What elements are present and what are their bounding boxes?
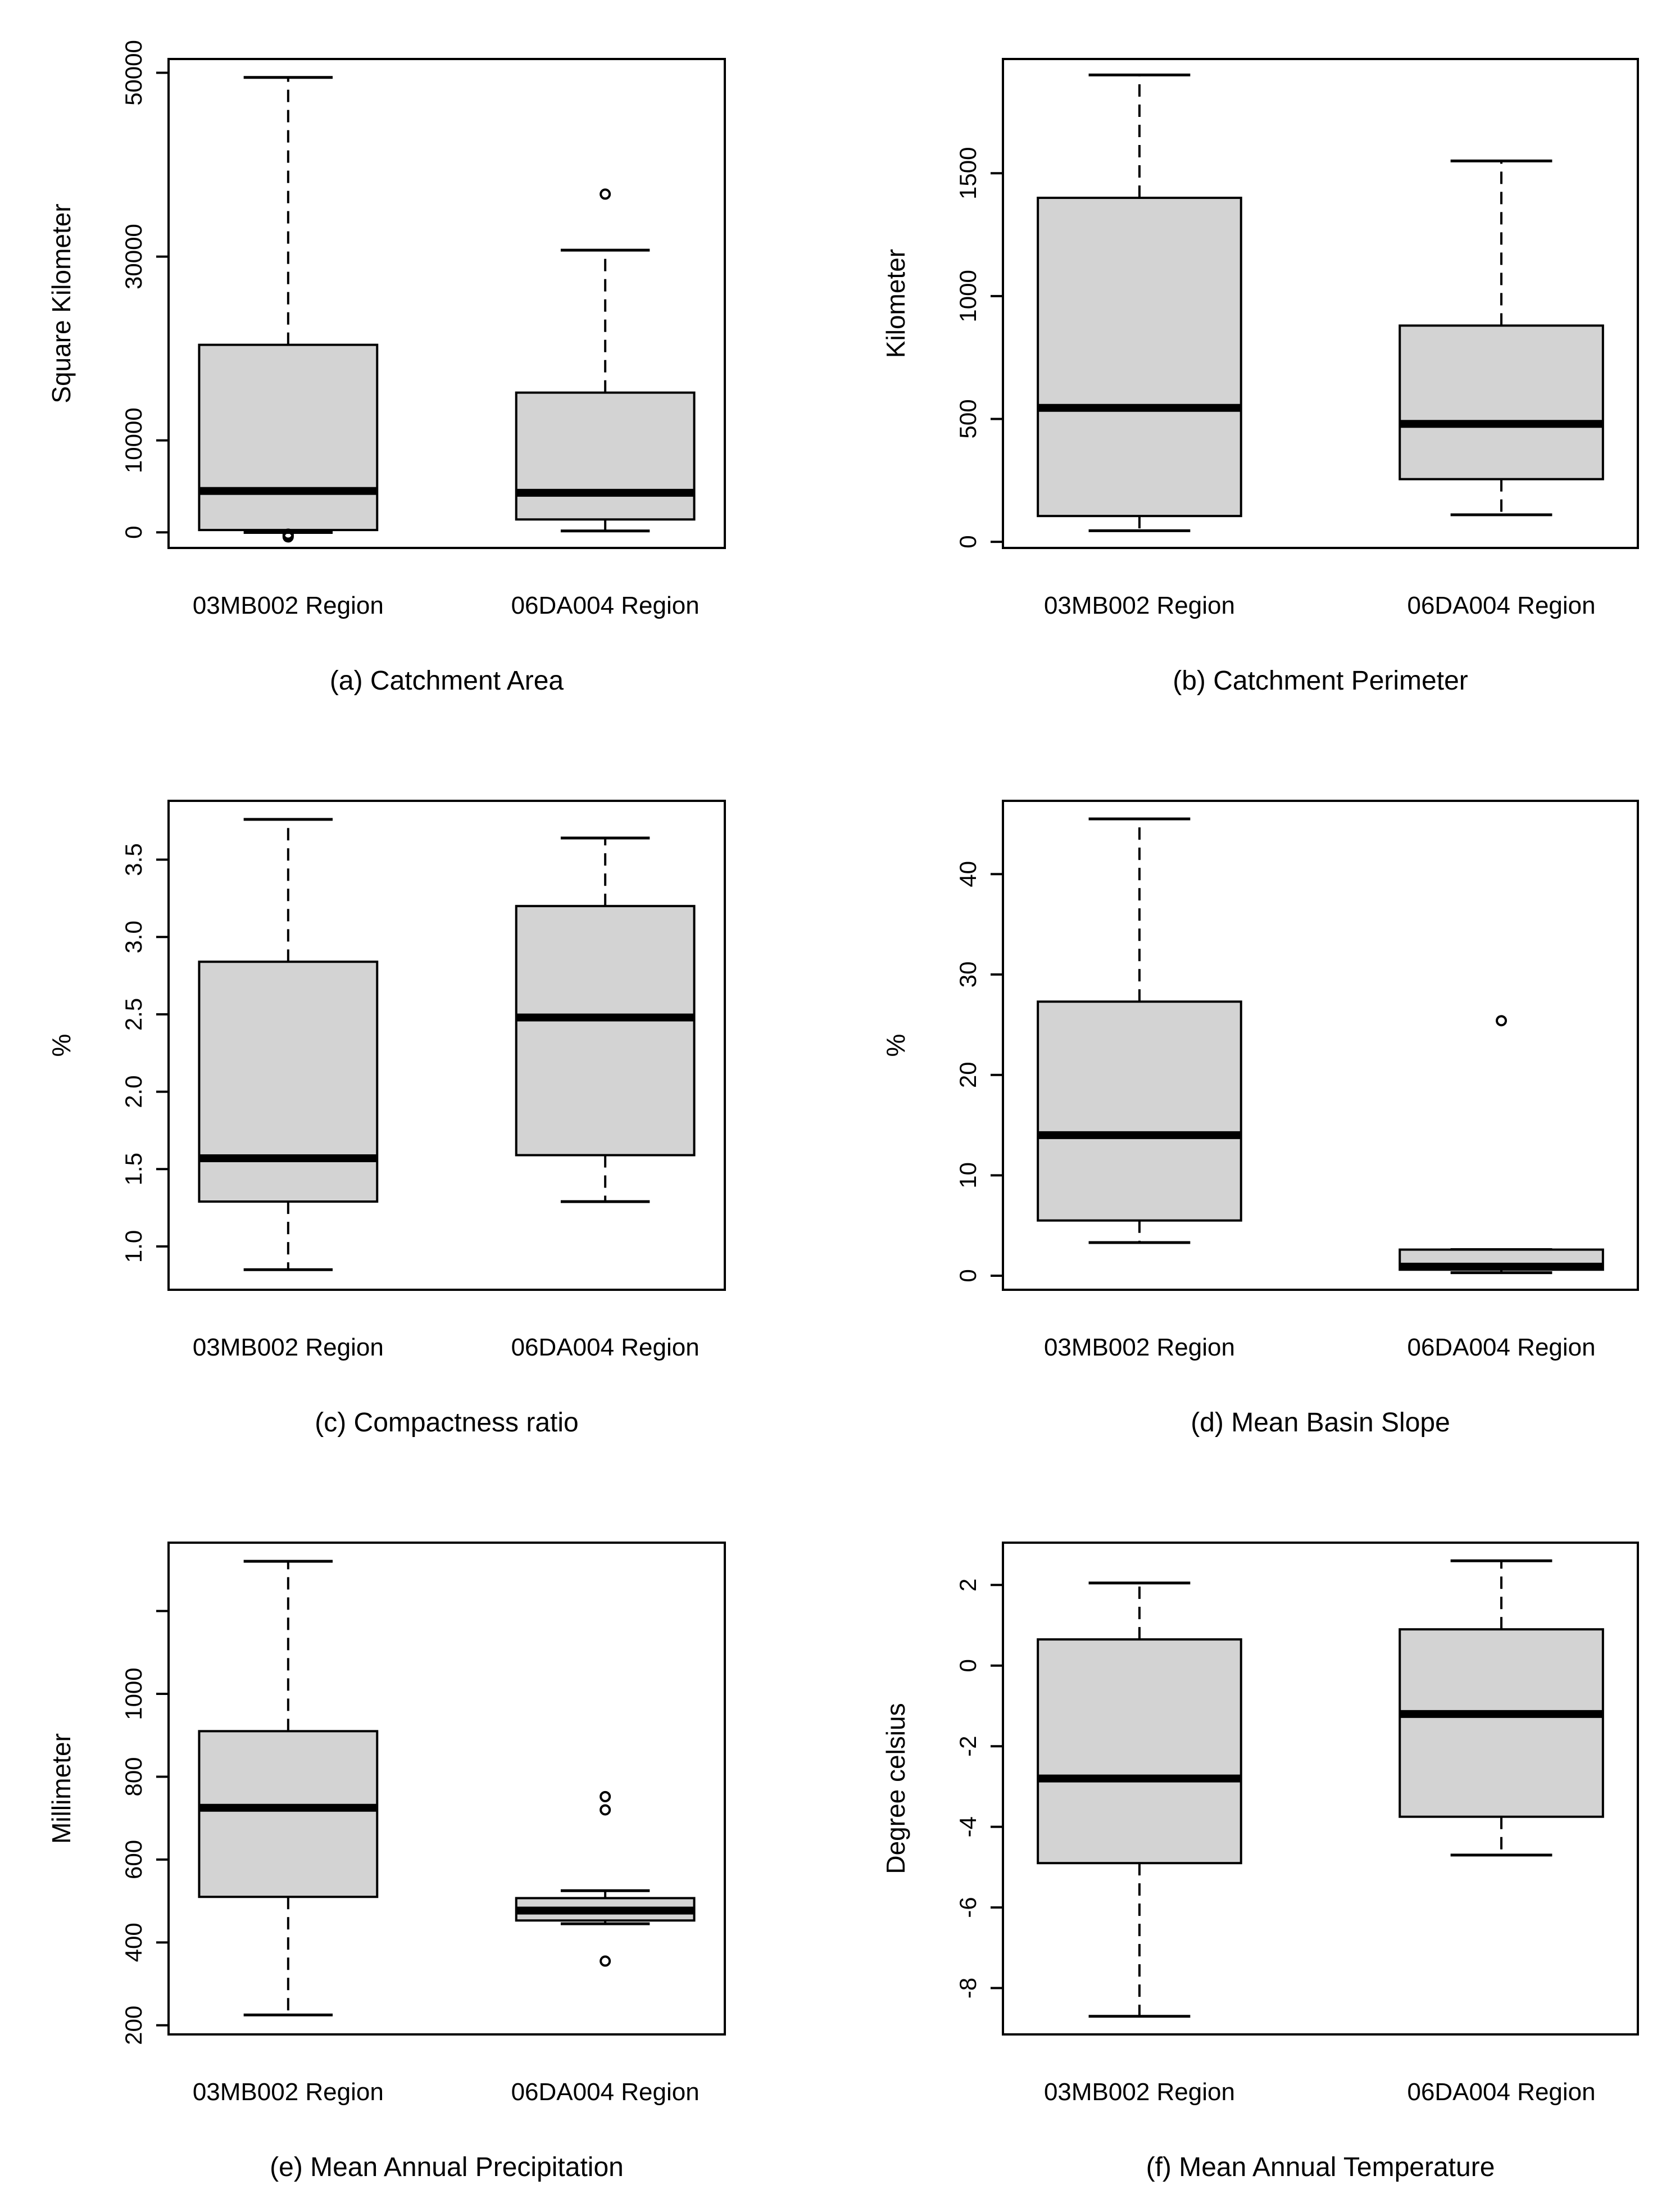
panel-caption: (f) Mean Annual Temperature <box>1146 2152 1495 2182</box>
x-category-label: 06DA004 Region <box>1407 1334 1595 1361</box>
box-1 <box>198 818 379 1271</box>
y-tick-label: 0 <box>120 526 147 539</box>
outlier-point <box>600 1955 611 1967</box>
y-tick-label: 30 <box>955 962 981 988</box>
x-category-label: 03MB002 Region <box>193 1334 384 1361</box>
interquartile-box <box>515 905 696 1157</box>
interquartile-box <box>1037 197 1242 518</box>
interquartile-box <box>198 1730 379 1898</box>
interquartile-box <box>198 960 379 1203</box>
y-tick-label: -8 <box>955 1978 981 1998</box>
y-axis-title: Millimeter <box>47 1733 76 1844</box>
x-category-label: 06DA004 Region <box>511 592 700 619</box>
y-tick-label: 400 <box>120 1923 147 1962</box>
chart-panel-1: 0 10000 30000 50000 Square Kilometer 03MB002 … <box>47 40 726 696</box>
y-tick-label: 1000 <box>120 1667 147 1720</box>
box-1 <box>198 76 379 543</box>
y-tick-label: 10 <box>955 1162 981 1189</box>
x-category-label: 03MB002 Region <box>1044 592 1235 619</box>
y-tick-label: 0 <box>955 535 981 548</box>
y-tick-label: 0 <box>955 1269 981 1282</box>
y-axis-title: Kilometer <box>881 249 910 358</box>
y-tick-label: -6 <box>955 1897 981 1918</box>
y-tick-label: 1.5 <box>120 1153 147 1185</box>
plot-frame <box>167 1542 726 2036</box>
y-axis-title: Degree celsius <box>881 1703 910 1874</box>
y-tick-label: 2 <box>955 1579 981 1592</box>
interquartile-box <box>1037 1638 1242 1865</box>
panel-caption: (d) Mean Basin Slope <box>1191 1408 1450 1438</box>
box-1 <box>1037 1581 1242 2018</box>
y-axis-title: % <box>881 1034 910 1057</box>
plot-frame <box>1002 58 1639 549</box>
plot-frame <box>1002 800 1639 1291</box>
outlier-point <box>600 1804 611 1816</box>
box-2 <box>1399 159 1604 516</box>
x-category-label: 03MB002 Region <box>1044 2078 1235 2106</box>
y-tick-label: 3.5 <box>120 843 147 876</box>
chart-panel-5: 200 400 600 800 1000 Millimeter 03MB002 Region… <box>47 1542 726 2182</box>
chart-panel-4: 0 10 20 30 40% 03MB002 Region 06DA004 Region (d… <box>881 800 1639 1438</box>
panel-caption: (b) Catchment Perimeter <box>1173 666 1468 696</box>
interquartile-box <box>1037 1000 1242 1222</box>
y-tick-label: 1.0 <box>120 1230 147 1263</box>
box-2 <box>515 1791 696 1967</box>
box-1 <box>1037 73 1242 532</box>
y-tick-label: 20 <box>955 1062 981 1088</box>
box-2 <box>515 836 696 1203</box>
outlier-point <box>1496 1015 1508 1027</box>
y-tick-label: 600 <box>120 1840 147 1879</box>
y-tick-label: 30000 <box>120 224 147 289</box>
box-2 <box>1399 1015 1604 1275</box>
y-tick-label: 3.0 <box>120 921 147 953</box>
panel-caption: (c) Compactness ratio <box>315 1408 578 1438</box>
x-category-label: 03MB002 Region <box>193 2078 384 2106</box>
plot-frame <box>1002 1542 1639 2036</box>
chart-panel-6: -8 -6 -4 -2 0 2 Degree celsius 03MB002 Region 06… <box>881 1542 1639 2182</box>
plot-frame <box>167 800 726 1291</box>
y-axis-title: % <box>47 1034 76 1057</box>
interquartile-box <box>515 391 696 521</box>
y-axis-title: Square Kilometer <box>47 203 76 403</box>
panel-caption: (e) Mean Annual Precipitation <box>270 2152 624 2182</box>
x-category-label: 03MB002 Region <box>1044 1334 1235 1361</box>
y-tick-label: 10000 <box>120 407 147 473</box>
y-tick-label: 0 <box>955 1659 981 1672</box>
y-tick-label: 200 <box>120 2006 147 2045</box>
outlier-point <box>282 531 294 543</box>
y-tick-label: 1000 <box>955 270 981 322</box>
chart-panel-3: 1.0 1.5 2.0 2.5 3.0 3.5% 03MB002 Region 06DA004… <box>47 800 726 1438</box>
x-category-label: 06DA004 Region <box>1407 592 1595 619</box>
x-category-label: 06DA004 Region <box>511 2078 700 2106</box>
y-tick-label: 2.0 <box>120 1075 147 1108</box>
panel-caption: (a) Catchment Area <box>330 666 564 696</box>
outlier-point <box>600 188 611 200</box>
x-category-label: 06DA004 Region <box>511 1334 700 1361</box>
plot-frame <box>167 58 726 549</box>
y-tick-label: 50000 <box>120 40 147 106</box>
x-category-label: 03MB002 Region <box>193 592 384 619</box>
interquartile-box <box>198 343 379 532</box>
interquartile-box <box>1399 324 1604 481</box>
y-tick-label: 40 <box>955 861 981 887</box>
x-category-label: 06DA004 Region <box>1407 2078 1595 2106</box>
box-2 <box>515 188 696 533</box>
chart-panel-2: 0 500 1000 1500 Kilometer 03MB002 Region 06DA0… <box>881 58 1639 696</box>
box-2 <box>1399 1559 1604 1857</box>
y-tick-label: 500 <box>955 399 981 438</box>
interquartile-box <box>1399 1628 1604 1818</box>
y-tick-label: 1500 <box>955 147 981 200</box>
box-1 <box>1037 817 1242 1244</box>
y-tick-label: -2 <box>955 1736 981 1757</box>
y-tick-label: 2.5 <box>120 998 147 1031</box>
box-1 <box>198 1560 379 2016</box>
outlier-point <box>600 1791 611 1802</box>
y-tick-label: 800 <box>120 1757 147 1796</box>
y-tick-label: -4 <box>955 1816 981 1837</box>
